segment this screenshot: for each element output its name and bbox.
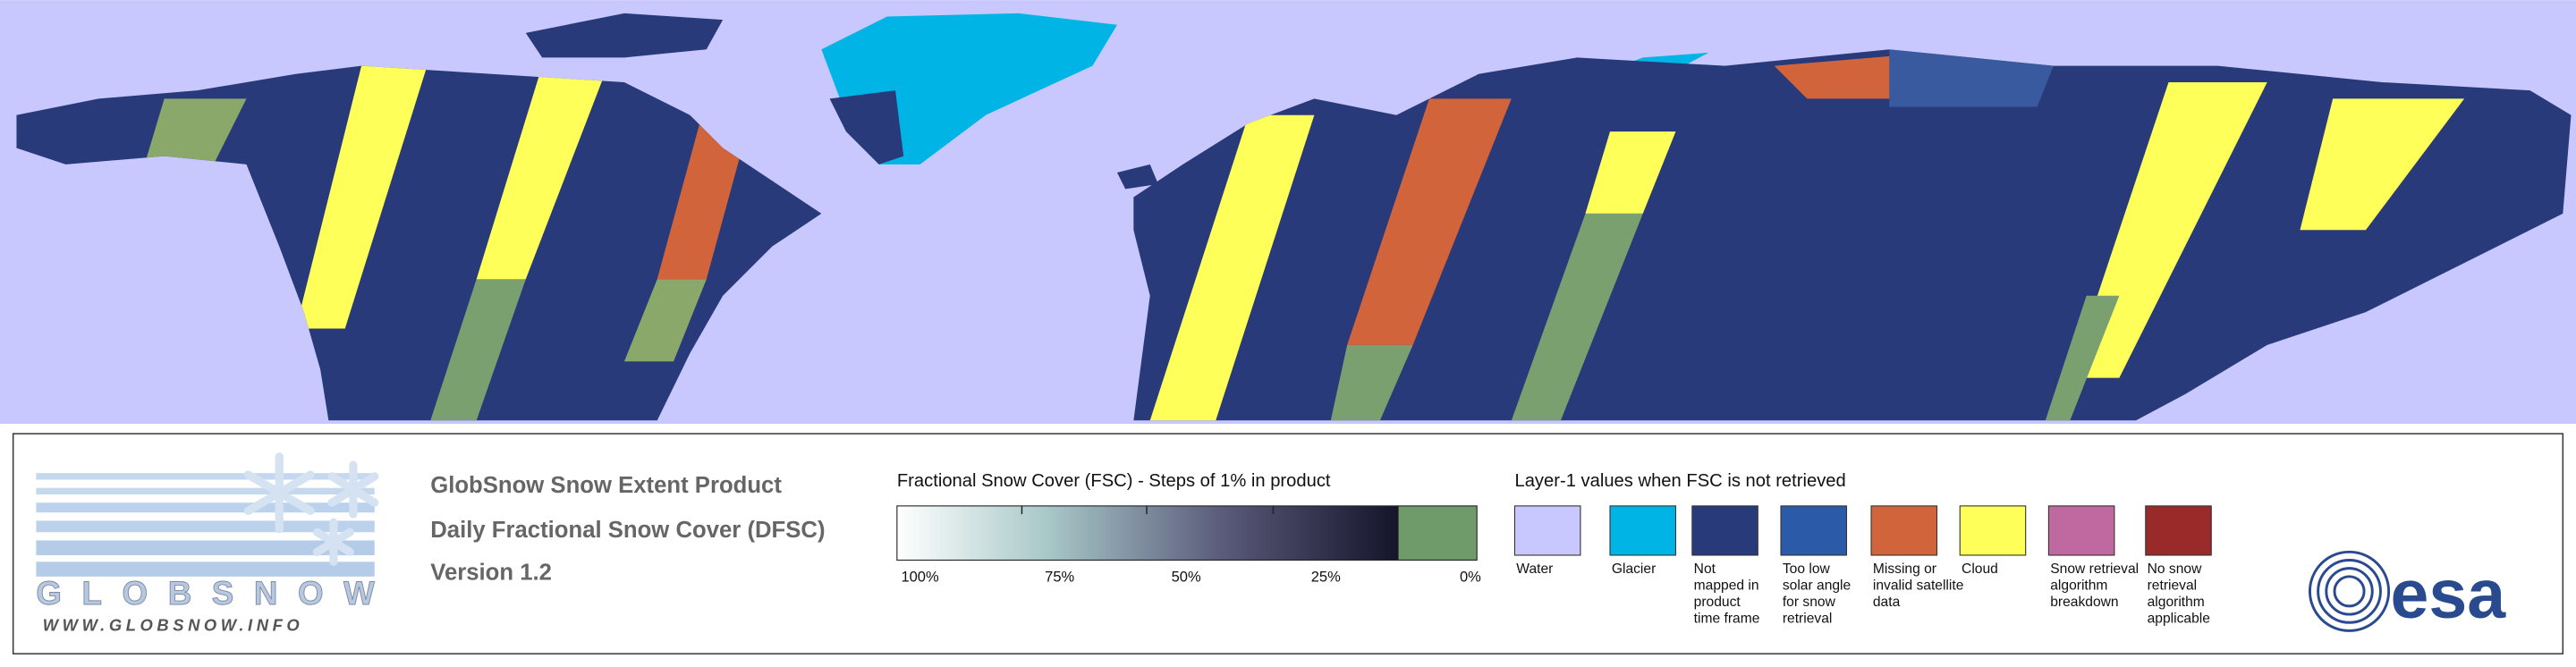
esa-text: esa [2390,556,2506,633]
legend-label: retrieval [1783,611,1833,626]
esa-logo: esa [2308,550,2506,633]
legend-label: Cloud [1962,561,1998,577]
map [0,0,2576,425]
legend-label: Missing or [1873,561,1936,577]
legend-label: product [1694,595,1741,610]
legend-label: mapped in [1694,578,1759,594]
legend-label: retrieval [2148,578,2198,594]
legend-swatch [2047,505,2115,556]
header: GlobSnow Snow Extent Product Daily Fracti… [430,473,825,585]
legend-label: data [1873,595,1901,610]
legend-label: Too low [1783,561,1831,577]
legend-label: time frame [1694,611,1760,626]
legend-label: applicable [2148,611,2210,626]
legend-swatch [1780,505,1848,556]
legend-label: algorithm [2148,595,2205,610]
legend-swatch [1870,505,1938,556]
legend-label: Water [1516,561,1553,577]
legend-swatch [1513,505,1581,556]
legend-label: Not [1694,561,1716,577]
legend-label: for snow [1783,595,1836,610]
legend-label: solar angle [1783,578,1851,594]
logo-url: WWW.GLOBSNOW.INFO [43,615,304,634]
header-line: Daily Fractional Snow Cover (DFSC) [430,518,825,543]
legend-swatch [1959,505,2027,556]
legend-swatch [1609,505,1677,556]
legend-label: Snow retrieval [2050,561,2139,577]
legend-swatch [2145,505,2212,556]
legend-label: algorithm [2050,578,2107,594]
legend-label: invalid satellite [1873,578,1964,594]
colorbar-tick-label: 50% [1172,568,1201,585]
legend-swatch [1691,505,1758,556]
colorbar-tick-label: 75% [1045,568,1074,585]
header-line: Version 1.2 [430,561,552,586]
legend-title: Layer-1 values when FSC is not retrieved [1514,471,1845,491]
colorbar-tick-label: 0% [1460,568,1481,585]
colorbar-title: Fractional Snow Cover (FSC) - Steps of 1… [897,471,1331,491]
colorbar-tick-label: 100% [901,568,939,585]
globsnow-logo: GLOBSNOW WWW.GLOBSNOW.INFO [36,452,379,634]
colorbar: Fractional Snow Cover (FSC) - Steps of 1… [896,471,1481,585]
legend-label: No snow [2148,561,2202,577]
legend-label: Glacier [1612,561,1656,577]
colorbar-tick-label: 25% [1311,568,1341,585]
header-line: GlobSnow Snow Extent Product [430,473,782,498]
legend: Layer-1 values when FSC is not retrieved… [1513,471,2212,626]
legend-label: breakdown [2050,595,2118,610]
